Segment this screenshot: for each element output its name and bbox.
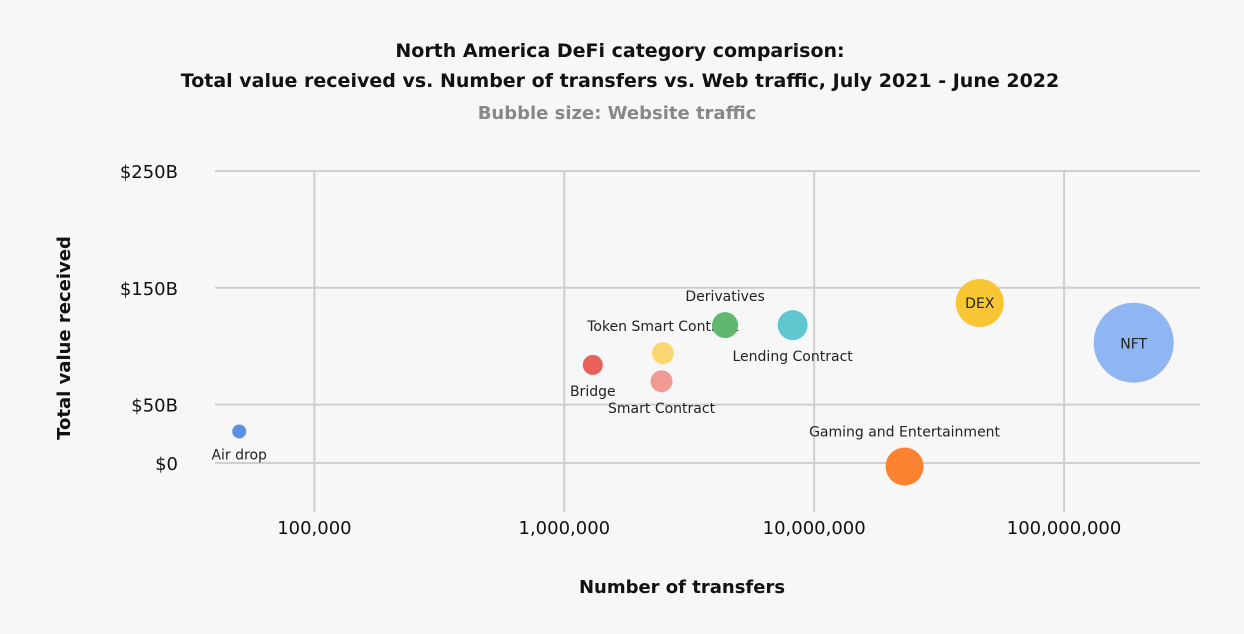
bubble-label-gaming-and-entertainment: Gaming and Entertainment xyxy=(809,425,1000,441)
bubble-derivatives xyxy=(712,312,739,339)
y-tick-label: $0 xyxy=(155,454,178,475)
grid-lines xyxy=(215,170,1200,512)
chart-title-line-2: Total value received vs. Number of trans… xyxy=(181,70,1059,92)
bubble-label-nft: NFT xyxy=(1120,337,1147,353)
bubble-label-derivatives: Derivatives xyxy=(685,289,764,305)
bubble-token-smart-contract xyxy=(651,342,674,365)
bubble-smart-contract xyxy=(650,370,673,393)
x-tick-label: 10,000,000 xyxy=(763,518,866,539)
bubble-label-air-drop: Air drop xyxy=(211,447,267,463)
x-tick-label: 100,000,000 xyxy=(1007,518,1122,539)
y-tick-label: $50B xyxy=(131,396,178,417)
x-tick-label: 1,000,000 xyxy=(519,518,611,539)
y-tick-label: $150B xyxy=(120,279,178,300)
axis-ticks: $0 $50B $150B $250B 100,000 1,000,000 10,000,0… xyxy=(120,162,1121,539)
bubble-label-smart-contract: Smart Contract xyxy=(608,401,716,417)
bubble-air-drop xyxy=(232,424,247,439)
chart-title-line-1: North America DeFi category comparison: xyxy=(395,40,844,62)
bubble-bridge xyxy=(582,354,603,375)
bubble-label-bridge: Bridge xyxy=(570,384,616,400)
bubble-label-lending-contract: Lending Contract xyxy=(733,349,854,365)
y-tick-label: $250B xyxy=(120,162,178,183)
bubble-lending-contract xyxy=(777,310,808,341)
x-tick-label: 100,000 xyxy=(277,518,351,539)
bubble-gaming-and-entertainment xyxy=(885,447,924,486)
bubble-label-dex: DEX xyxy=(965,296,995,312)
bubble-dex xyxy=(955,278,1004,327)
y-axis-title: Total value received xyxy=(54,236,75,440)
chart-subtitle: Bubble size: Website traffic xyxy=(478,103,757,124)
bubble-nft xyxy=(1093,302,1174,383)
bubble-label-token-smart-contract: Token Smart Contract xyxy=(586,319,739,335)
x-axis-title: Number of transfers xyxy=(579,577,785,598)
